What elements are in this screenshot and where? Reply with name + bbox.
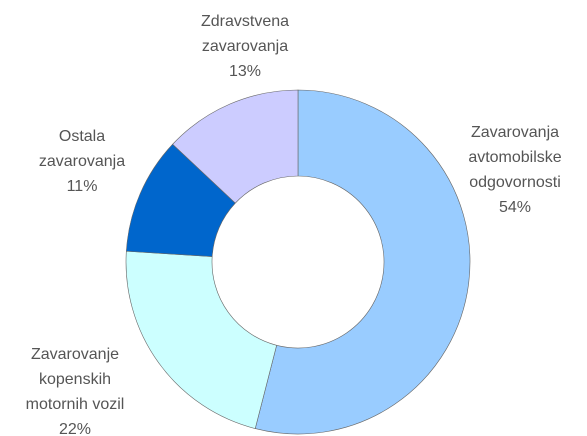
donut-slice bbox=[125, 250, 277, 429]
donut-slice bbox=[172, 89, 299, 204]
slice-label: Zavarovanja bbox=[471, 124, 559, 141]
slice-label: Zdravstvena bbox=[201, 13, 289, 30]
value-label: 13% bbox=[229, 63, 261, 80]
slice-label: zavarovanja bbox=[39, 153, 125, 170]
value-label: 54% bbox=[499, 199, 531, 216]
donut-slice bbox=[254, 89, 471, 435]
slice-label: kopenskih bbox=[39, 371, 111, 388]
slice-label: Ostala bbox=[59, 128, 105, 145]
value-label: 11% bbox=[67, 178, 98, 195]
value-label: 22% bbox=[59, 421, 91, 436]
slice-label: motornih vozil bbox=[26, 396, 125, 413]
slice-label: Zavarovanje bbox=[31, 346, 119, 363]
slice-label: zavarovanja bbox=[202, 38, 288, 55]
slice-label: odgovornosti bbox=[469, 174, 561, 191]
slice-label: avtomobilske bbox=[468, 149, 561, 166]
